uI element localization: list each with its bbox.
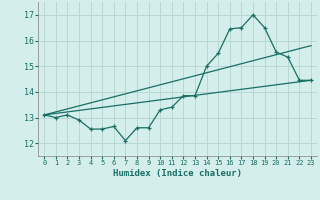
X-axis label: Humidex (Indice chaleur): Humidex (Indice chaleur)	[113, 169, 242, 178]
